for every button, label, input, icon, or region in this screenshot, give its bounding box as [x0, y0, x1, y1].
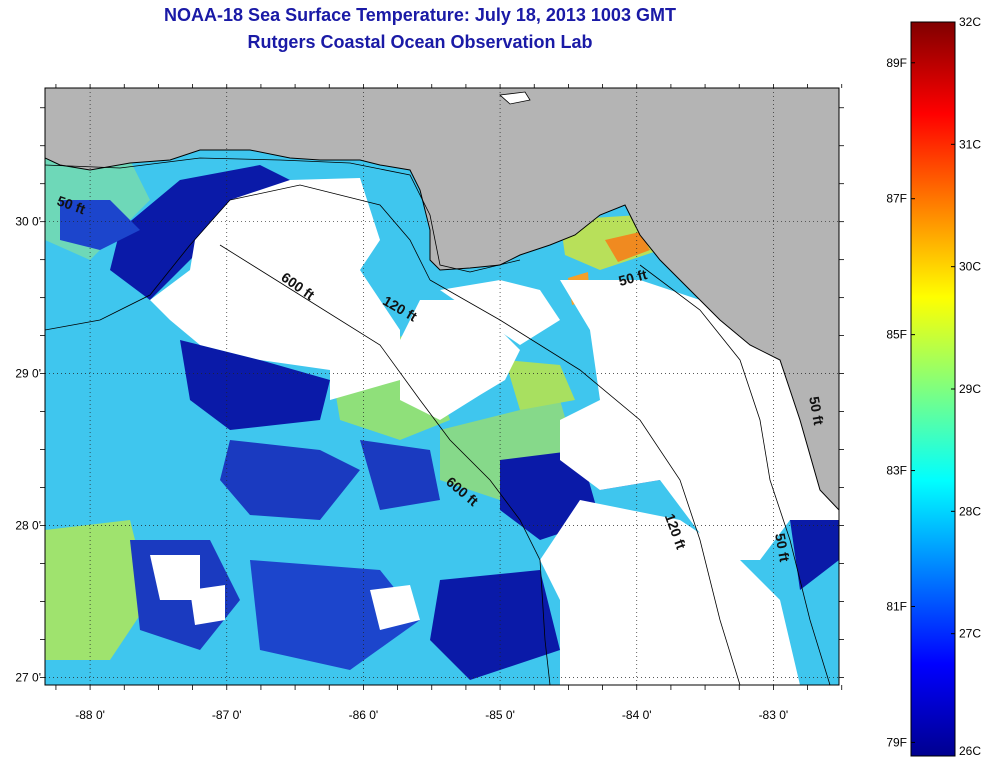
cloud-mask: [400, 300, 520, 420]
isobath-50ft-east: [639, 264, 831, 685]
celsius-label: 31C: [959, 137, 981, 151]
contour-label: 50 ft: [772, 532, 793, 563]
fahrenheit-label: 87F: [886, 192, 907, 206]
fahrenheit-label: 81F: [886, 599, 907, 613]
fahrenheit-label: 83F: [886, 464, 907, 478]
fahrenheit-label: 85F: [886, 328, 907, 342]
graticule: [45, 88, 839, 685]
fahrenheit-label: 89F: [886, 56, 907, 70]
cold-patch: [180, 340, 330, 430]
map-frame: [44, 87, 840, 686]
coastline: [45, 149, 839, 511]
isobath-120ft-east: [429, 279, 741, 685]
map-title: NOAA-18 Sea Surface Temperature: July 18…: [164, 5, 676, 25]
cloud-mask: [540, 500, 800, 685]
isobath-600ft: [219, 244, 551, 685]
land-mass: [45, 88, 839, 510]
axis-ticks: -88 0' -87 0' -86 0' -85 0' -84 0' -83 0' 30 0…: [15, 84, 844, 722]
cold-patch: [60, 200, 140, 250]
cold-patch: [430, 570, 560, 680]
lat-tick-label: 27 0': [15, 670, 41, 684]
lon-tick-label: -86 0': [349, 708, 379, 722]
lon-tick-label: -84 0': [622, 708, 652, 722]
warm-patch: [45, 520, 150, 660]
lon-tick-label: -83 0': [759, 708, 789, 722]
cold-patch: [360, 440, 440, 510]
hot-patch: [605, 232, 650, 262]
cold-patch: [790, 520, 839, 590]
cold-patch: [250, 560, 420, 670]
lon-tick-label: -88 0': [75, 708, 105, 722]
lat-tick-label: 29 0': [15, 367, 41, 381]
colorbar: [910, 21, 956, 757]
fahrenheit-label: 79F: [886, 735, 907, 749]
celsius-label: 30C: [959, 260, 981, 274]
contour-label: 50 ft: [806, 395, 827, 426]
cloud-mask: [150, 555, 200, 600]
cloud-mask: [190, 585, 225, 625]
colorbar-labels: 32C 31C 30C 29C 28C 27C 26C 89F 87F 85F 83F 81F 79F: [886, 15, 981, 758]
contour-label: 50 ft: [617, 266, 649, 289]
lon-tick-label: -85 0': [485, 708, 515, 722]
cloud-mask: [370, 585, 420, 630]
map-subtitle: Rutgers Coastal Ocean Observation Lab: [247, 32, 593, 52]
lat-tick-label: 28 0': [15, 518, 41, 532]
celsius-label: 32C: [959, 15, 981, 29]
celsius-label: 29C: [959, 382, 981, 396]
inland-lake: [499, 91, 531, 105]
lon-tick-label: -87 0': [212, 708, 242, 722]
celsius-label: 27C: [959, 627, 981, 641]
warm-patch: [505, 360, 575, 410]
lat-tick-label: 30 0': [15, 215, 41, 229]
celsius-label: 28C: [959, 504, 981, 518]
isobath-50ft: [45, 157, 521, 273]
cold-patch: [220, 440, 360, 520]
cloud-mask: [150, 178, 400, 400]
isobath-120ft: [45, 184, 431, 331]
celsius-label: 26C: [959, 744, 981, 758]
